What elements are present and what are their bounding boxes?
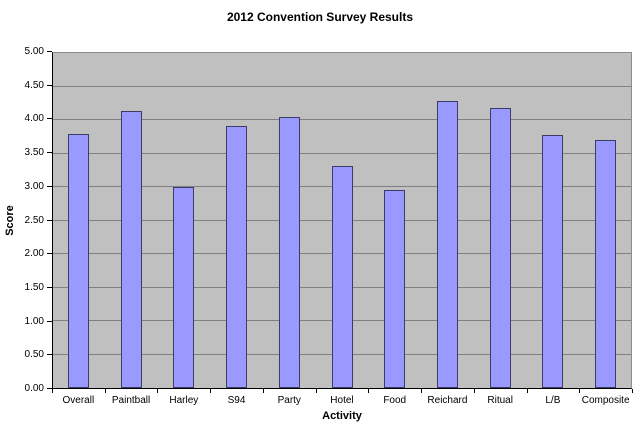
plot-area (52, 52, 632, 389)
x-category-label: Hotel (330, 395, 354, 406)
y-tick-mark (47, 388, 52, 389)
bar-food (384, 190, 406, 388)
bar-composite (595, 140, 617, 388)
x-tick-mark (579, 389, 581, 393)
x-tick-mark (632, 389, 633, 393)
bar-overall (67, 134, 89, 388)
y-tick-mark (47, 152, 52, 154)
x-tick-mark (262, 389, 264, 393)
bar-party (278, 117, 300, 388)
x-tick-mark (315, 389, 317, 393)
y-tick-label: 1.00 (24, 315, 44, 327)
y-tick-label: 2.50 (24, 214, 44, 226)
gridline-4.50 (53, 85, 631, 87)
y-tick-label: 0.00 (24, 383, 44, 394)
y-tick-mark (47, 185, 52, 187)
x-category-label: Composite (581, 395, 630, 406)
x-category-label: Food (383, 395, 407, 406)
chart-title: 2012 Convention Survey Results (226, 10, 414, 24)
gridline-4.00 (53, 119, 631, 120)
y-tick-label: 3.00 (24, 180, 44, 192)
x-tick-mark (157, 389, 159, 393)
x-tick-mark (421, 389, 423, 393)
y-tick-mark (47, 219, 52, 221)
y-tick-mark (47, 253, 52, 255)
y-tick-mark (47, 51, 52, 52)
y-tick-label: 0.50 (24, 349, 44, 361)
bar-reichard (436, 101, 458, 388)
y-tick-label: 4.50 (24, 79, 44, 91)
y-tick-mark (47, 118, 52, 120)
x-axis-title: Activity (322, 410, 362, 422)
y-tick-mark (47, 286, 52, 288)
y-tick-label: 2.00 (24, 248, 44, 260)
y-tick-mark (47, 84, 52, 86)
x-category-label: L/B (545, 395, 561, 406)
x-tick-mark (473, 389, 475, 393)
y-tick-mark (47, 354, 52, 356)
y-tick-label: 3.50 (24, 147, 44, 159)
x-category-label: Ritual (487, 395, 513, 406)
x-tick-mark (104, 389, 106, 393)
y-tick-mark (47, 320, 52, 322)
x-category-label: Party (277, 395, 301, 406)
x-tick-mark (526, 389, 528, 393)
gridline-3.50 (53, 152, 631, 154)
x-category-label: Reichard (427, 395, 468, 406)
x-tick-mark (52, 389, 53, 393)
y-tick-label: 4.00 (24, 113, 44, 125)
y-tick-label: 1.50 (24, 281, 44, 293)
x-tick-mark (210, 389, 212, 393)
bar-harley (173, 187, 195, 388)
x-category-label: S94 (227, 395, 246, 406)
x-tick-mark (368, 389, 370, 393)
x-category-label: Overall (62, 395, 95, 406)
bar-s94 (226, 126, 248, 388)
x-category-label: Harley (169, 395, 199, 406)
bar-hotel (331, 166, 353, 388)
y-tick-label: 5.00 (24, 46, 44, 57)
bar-paintball (120, 111, 142, 388)
x-category-label: Paintball (111, 395, 151, 406)
bar-ritual (489, 108, 511, 388)
bar-l-b (542, 135, 564, 388)
